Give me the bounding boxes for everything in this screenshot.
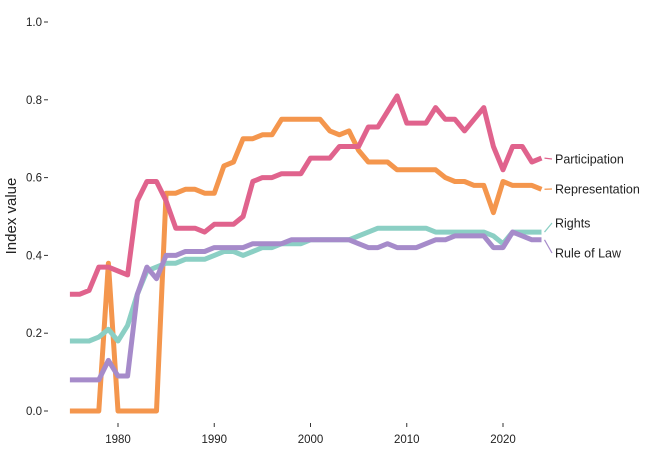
x-tick-label: 1990 — [201, 434, 227, 446]
series-line-participation — [69, 93, 543, 297]
series-label-rule-of-law: Rule of Law — [555, 247, 622, 261]
series-label-leader — [543, 239, 553, 254]
series-label-participation: Participation — [555, 153, 624, 167]
x-tick-label: 2010 — [394, 434, 420, 446]
x-axis: 1980 1990 2000 2010 2020 — [105, 423, 516, 446]
y-tick-label: 0.2 — [26, 328, 42, 340]
series-label-leader — [544, 222, 553, 233]
y-tick-label: 0.6 — [26, 173, 42, 185]
series-label-representation: Representation — [555, 183, 640, 197]
y-axis: 0.0 0.2 0.4 0.6 0.8 1.0 — [26, 17, 48, 418]
y-axis-title: Index value — [3, 178, 20, 255]
series-layer — [69, 93, 543, 414]
x-tick-label: 2020 — [490, 434, 516, 446]
y-tick-label: 0.4 — [26, 250, 43, 262]
x-tick-label: 2000 — [298, 434, 324, 446]
series-line-representation — [69, 116, 543, 414]
series-labels: Participation Representation Rights Rule of… — [543, 153, 640, 261]
y-tick-label: 1.0 — [26, 17, 42, 29]
series-line-rule-of-law — [69, 229, 542, 383]
x-tick-label: 1980 — [105, 434, 131, 446]
series-label-rights: Rights — [555, 217, 590, 231]
y-tick-label: 0.0 — [26, 406, 42, 418]
y-tick-label: 0.8 — [26, 95, 42, 107]
series-label-leader — [544, 157, 553, 160]
